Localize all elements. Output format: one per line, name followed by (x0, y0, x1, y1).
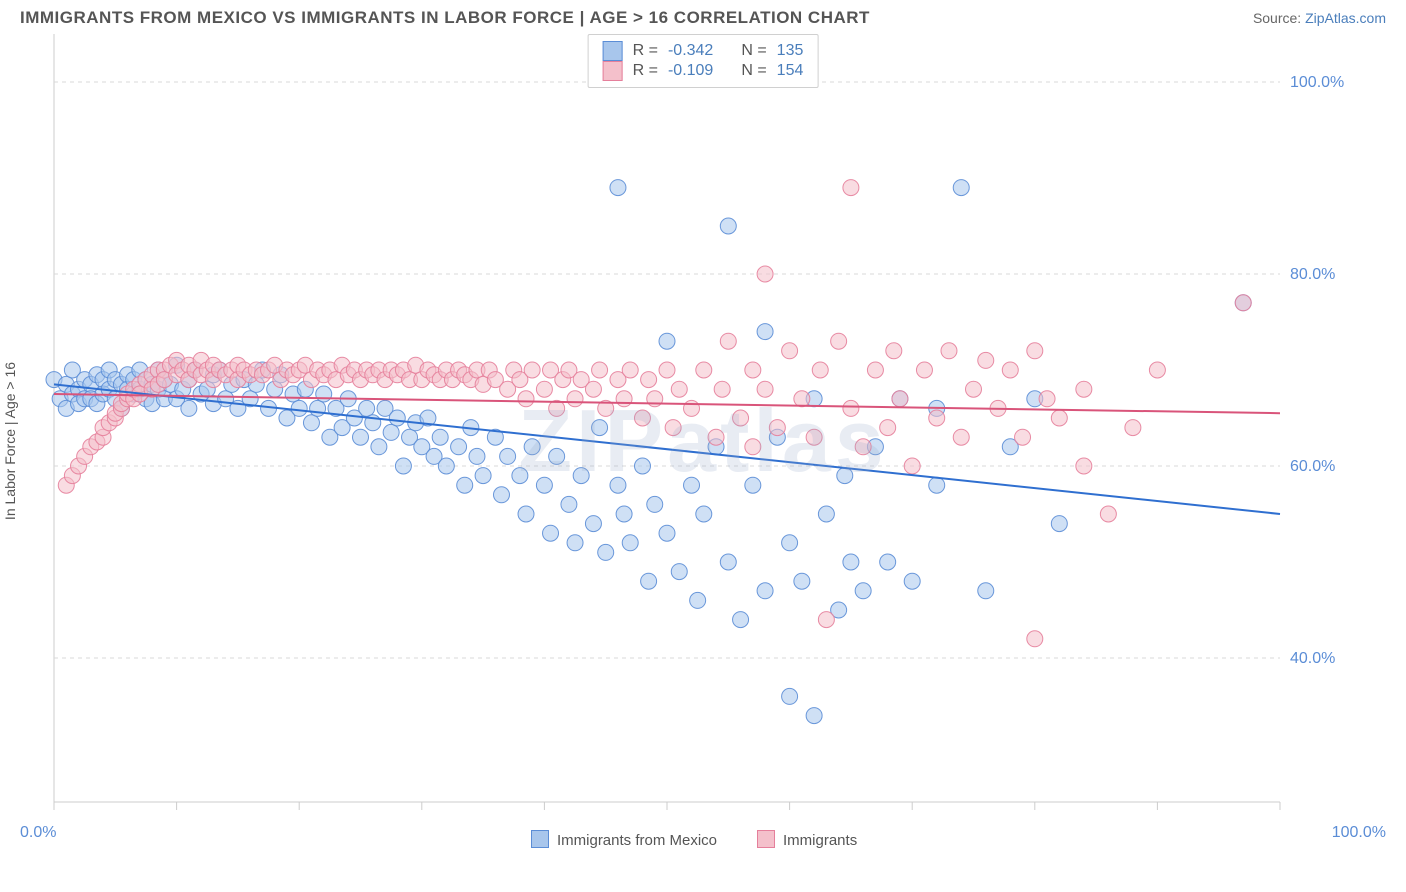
x-axis-labels: 0.0% Immigrants from Mexico Immigrants 1… (20, 824, 1386, 849)
chart-container: In Labor Force | Age > 16 ZIPatlas 40.0%… (20, 32, 1386, 849)
svg-text:60.0%: 60.0% (1290, 458, 1335, 475)
legend-item-mexico: Immigrants from Mexico (531, 830, 717, 849)
r-label: R = (633, 42, 658, 60)
scatter-chart: 40.0% 60.0% 80.0% 100.0% (20, 32, 1350, 822)
x-max-label: 100.0% (1332, 824, 1386, 849)
legend-swatch-icon (531, 830, 549, 848)
r-value-mexico: -0.342 (668, 42, 713, 60)
series-legend: Immigrants from Mexico Immigrants (531, 830, 857, 849)
legend-swatch-icon (757, 830, 775, 848)
n-label: N = (741, 42, 766, 60)
source-attribution: Source: ZipAtlas.com (1253, 10, 1386, 26)
legend-swatch-mexico (603, 41, 623, 61)
x-min-label: 0.0% (20, 824, 56, 849)
legend-label: Immigrants from Mexico (557, 832, 717, 849)
svg-text:100.0%: 100.0% (1290, 74, 1344, 91)
legend-item-immigrants: Immigrants (757, 830, 857, 849)
corr-row-mexico: R = -0.342 N = 135 (603, 41, 804, 61)
chart-title: IMMIGRANTS FROM MEXICO VS IMMIGRANTS IN … (20, 8, 870, 28)
n-value-mexico: 135 (777, 42, 804, 60)
corr-row-immigrants: R = -0.109 N = 154 (603, 61, 804, 81)
legend-label: Immigrants (783, 832, 857, 849)
n-label: N = (741, 62, 766, 80)
svg-text:40.0%: 40.0% (1290, 650, 1335, 667)
r-label: R = (633, 62, 658, 80)
n-value-immigrants: 154 (777, 62, 804, 80)
svg-text:80.0%: 80.0% (1290, 266, 1335, 283)
legend-swatch-immigrants (603, 61, 623, 81)
source-prefix: Source: (1253, 10, 1305, 26)
y-axis-label: In Labor Force | Age > 16 (2, 361, 18, 519)
r-value-immigrants: -0.109 (668, 62, 713, 80)
source-link[interactable]: ZipAtlas.com (1305, 10, 1386, 26)
correlation-legend: R = -0.342 N = 135 R = -0.109 N = 154 (588, 34, 819, 88)
